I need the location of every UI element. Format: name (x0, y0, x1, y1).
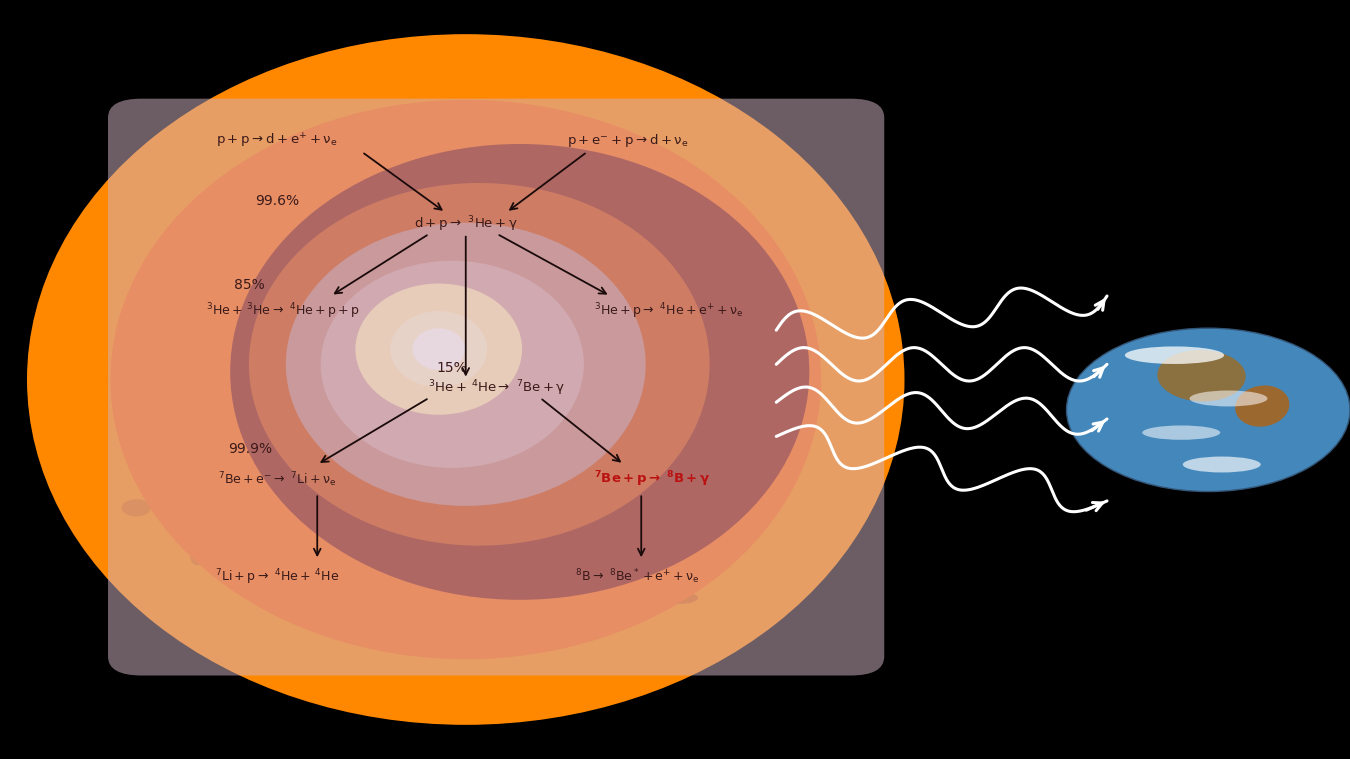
Ellipse shape (190, 546, 204, 565)
Ellipse shape (660, 273, 695, 293)
Ellipse shape (1183, 456, 1261, 472)
Ellipse shape (355, 284, 522, 414)
Text: $\rm d+p \rightarrow\ ^3He+\gamma$: $\rm d+p \rightarrow\ ^3He+\gamma$ (413, 214, 518, 234)
Text: $\rm ^3He+p \rightarrow\ ^4He+e^{+}+\nu_e$: $\rm ^3He+p \rightarrow\ ^4He+e^{+}+\nu_… (594, 301, 742, 321)
Text: 85%: 85% (235, 278, 265, 291)
Text: 99.9%: 99.9% (228, 442, 271, 456)
Ellipse shape (544, 342, 589, 354)
Ellipse shape (286, 222, 645, 506)
Ellipse shape (248, 183, 710, 546)
Ellipse shape (390, 311, 487, 387)
Ellipse shape (640, 407, 701, 424)
Ellipse shape (563, 408, 621, 425)
Ellipse shape (412, 329, 464, 370)
Ellipse shape (555, 185, 591, 195)
Ellipse shape (570, 230, 634, 241)
Ellipse shape (599, 207, 639, 222)
Ellipse shape (697, 195, 730, 206)
Text: $\mathbf{^7Be+p \rightarrow\ ^8B+\gamma}$: $\mathbf{^7Be+p \rightarrow\ ^8B+\gamma}… (594, 470, 710, 490)
Ellipse shape (1125, 346, 1224, 364)
Text: $\rm p+p \rightarrow d+e^{+}+\nu_e$: $\rm p+p \rightarrow d+e^{+}+\nu_e$ (216, 131, 338, 150)
Ellipse shape (320, 260, 583, 468)
Ellipse shape (1189, 390, 1268, 406)
Text: $\rm ^8B \rightarrow\ ^8Be^*+e^{+}+\nu_e$: $\rm ^8B \rightarrow\ ^8Be^*+e^{+}+\nu_e… (575, 568, 699, 586)
Ellipse shape (27, 34, 904, 725)
Ellipse shape (111, 99, 821, 660)
Text: $\rm ^7Be+e^{-} \rightarrow\ ^7Li+\nu_e$: $\rm ^7Be+e^{-} \rightarrow\ ^7Li+\nu_e$ (217, 471, 336, 489)
Text: $\rm ^3He+\,^3He \rightarrow\ ^4He+p+p$: $\rm ^3He+\,^3He \rightarrow\ ^4He+p+p$ (207, 301, 360, 321)
Ellipse shape (1235, 386, 1289, 427)
Ellipse shape (1142, 426, 1220, 439)
Ellipse shape (653, 556, 693, 562)
Ellipse shape (159, 273, 197, 288)
FancyBboxPatch shape (108, 99, 884, 676)
Ellipse shape (548, 217, 580, 239)
Ellipse shape (660, 592, 698, 604)
Ellipse shape (401, 537, 436, 557)
Ellipse shape (1157, 350, 1246, 402)
Ellipse shape (1066, 328, 1350, 492)
Ellipse shape (122, 499, 151, 516)
Text: 15%: 15% (437, 361, 467, 375)
Ellipse shape (230, 144, 809, 600)
Text: $\rm p+e^{-}+p \rightarrow d+\nu_e$: $\rm p+e^{-}+p \rightarrow d+\nu_e$ (567, 132, 688, 149)
Ellipse shape (433, 555, 454, 568)
Text: $\rm ^7Li+p \rightarrow\ ^4He+\,^4He$: $\rm ^7Li+p \rightarrow\ ^4He+\,^4He$ (215, 567, 339, 587)
Text: 99.6%: 99.6% (255, 194, 298, 208)
Text: $\rm ^3He+\,^4He \rightarrow\ ^7Be+\gamma$: $\rm ^3He+\,^4He \rightarrow\ ^7Be+\gamm… (428, 379, 566, 398)
